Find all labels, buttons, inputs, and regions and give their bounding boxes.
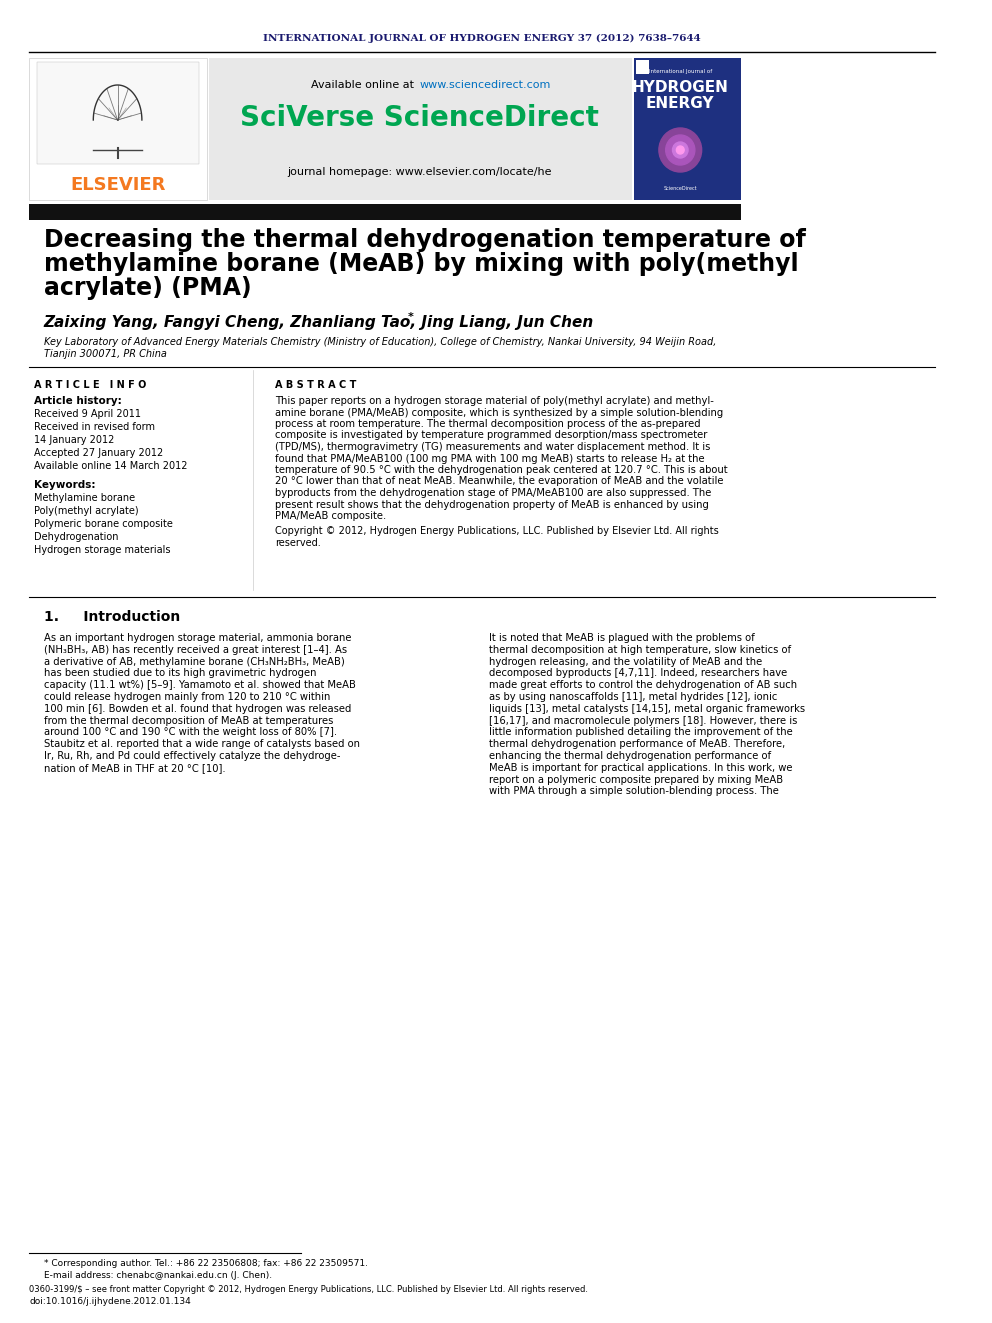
Circle shape xyxy=(673,142,688,157)
Text: ELSEVIER: ELSEVIER xyxy=(69,176,166,194)
Text: amine borane (PMA/MeAB) composite, which is synthesized by a simple solution-ble: amine borane (PMA/MeAB) composite, which… xyxy=(275,407,723,418)
FancyBboxPatch shape xyxy=(29,58,207,200)
Text: Poly(methyl acrylate): Poly(methyl acrylate) xyxy=(34,505,139,516)
Text: temperature of 90.5 °C with the dehydrogenation peak centered at 120.7 °C. This : temperature of 90.5 °C with the dehydrog… xyxy=(275,464,728,475)
Text: Available online at: Available online at xyxy=(311,79,418,90)
Text: A B S T R A C T: A B S T R A C T xyxy=(275,380,356,390)
Bar xyxy=(29,204,741,220)
Text: nation of MeAB in THF at 20 °C [10].: nation of MeAB in THF at 20 °C [10]. xyxy=(44,763,225,773)
FancyBboxPatch shape xyxy=(209,58,632,200)
Text: composite is investigated by temperature programmed desorption/mass spectrometer: composite is investigated by temperature… xyxy=(275,430,707,441)
FancyBboxPatch shape xyxy=(37,62,199,164)
Text: thermal dehydrogenation performance of MeAB. Therefore,: thermal dehydrogenation performance of M… xyxy=(489,740,785,749)
Text: Accepted 27 January 2012: Accepted 27 January 2012 xyxy=(34,448,164,458)
FancyBboxPatch shape xyxy=(634,58,741,200)
Text: Decreasing the thermal dehydrogenation temperature of: Decreasing the thermal dehydrogenation t… xyxy=(44,228,806,251)
Text: liquids [13], metal catalysts [14,15], metal organic frameworks: liquids [13], metal catalysts [14,15], m… xyxy=(489,704,805,714)
Text: 20 °C lower than that of neat MeAB. Meanwhile, the evaporation of MeAB and the v: 20 °C lower than that of neat MeAB. Mean… xyxy=(275,476,723,487)
Text: could release hydrogen mainly from 120 to 210 °C within: could release hydrogen mainly from 120 t… xyxy=(44,692,330,703)
Text: Key Laboratory of Advanced Energy Materials Chemistry (Ministry of Education), C: Key Laboratory of Advanced Energy Materi… xyxy=(44,337,716,347)
Text: Tianjin 300071, PR China: Tianjin 300071, PR China xyxy=(44,349,167,359)
Text: E-mail address: chenabc@nankai.edu.cn (J. Chen).: E-mail address: chenabc@nankai.edu.cn (J… xyxy=(44,1271,272,1281)
Text: International Journal of: International Journal of xyxy=(649,70,712,74)
Text: as by using nanoscaffolds [11], metal hydrides [12], ionic: as by using nanoscaffolds [11], metal hy… xyxy=(489,692,777,703)
Text: Zaixing Yang, Fangyi Cheng, Zhanliang Tao, Jing Liang, Jun Chen: Zaixing Yang, Fangyi Cheng, Zhanliang Ta… xyxy=(44,315,594,329)
Text: * Corresponding author. Tel.: +86 22 23506808; fax: +86 22 23509571.: * Corresponding author. Tel.: +86 22 235… xyxy=(44,1259,368,1269)
Text: Available online 14 March 2012: Available online 14 March 2012 xyxy=(34,460,187,471)
Text: As an important hydrogen storage material, ammonia borane: As an important hydrogen storage materia… xyxy=(44,632,351,643)
Text: present result shows that the dehydrogenation property of MeAB is enhanced by us: present result shows that the dehydrogen… xyxy=(275,500,709,509)
Text: SciVerse ScienceDirect: SciVerse ScienceDirect xyxy=(240,105,599,132)
Text: Keywords:: Keywords: xyxy=(34,480,95,490)
Text: with PMA through a simple solution-blending process. The: with PMA through a simple solution-blend… xyxy=(489,786,779,796)
Text: hydrogen releasing, and the volatility of MeAB and the: hydrogen releasing, and the volatility o… xyxy=(489,656,762,667)
Text: INTERNATIONAL JOURNAL OF HYDROGEN ENERGY 37 (2012) 7638–7644: INTERNATIONAL JOURNAL OF HYDROGEN ENERGY… xyxy=(263,33,701,42)
Text: 100 min [6]. Bowden et al. found that hydrogen was released: 100 min [6]. Bowden et al. found that hy… xyxy=(44,704,351,714)
Text: MeAB is important for practical applications. In this work, we: MeAB is important for practical applicat… xyxy=(489,763,793,773)
Text: Article history:: Article history: xyxy=(34,396,122,406)
Text: Staubitz et al. reported that a wide range of catalysts based on: Staubitz et al. reported that a wide ran… xyxy=(44,740,360,749)
Text: around 100 °C and 190 °C with the weight loss of 80% [7].: around 100 °C and 190 °C with the weight… xyxy=(44,728,337,737)
Text: journal homepage: www.elsevier.com/locate/he: journal homepage: www.elsevier.com/locat… xyxy=(288,167,553,177)
Text: ScienceDirect: ScienceDirect xyxy=(664,185,697,191)
Text: capacity (11.1 wt%) [5–9]. Yamamoto et al. showed that MeAB: capacity (11.1 wt%) [5–9]. Yamamoto et a… xyxy=(44,680,355,691)
Text: methylamine borane (MeAB) by mixing with poly(methyl: methylamine borane (MeAB) by mixing with… xyxy=(44,251,799,277)
Text: process at room temperature. The thermal decomposition process of the as-prepare: process at room temperature. The thermal… xyxy=(275,419,700,429)
Text: enhancing the thermal dehydrogenation performance of: enhancing the thermal dehydrogenation pe… xyxy=(489,751,771,761)
Text: little information published detailing the improvement of the: little information published detailing t… xyxy=(489,728,793,737)
Text: It is noted that MeAB is plagued with the problems of: It is noted that MeAB is plagued with th… xyxy=(489,632,755,643)
Text: Polymeric borane composite: Polymeric borane composite xyxy=(34,519,173,529)
Text: 0360-3199/$ – see front matter Copyright © 2012, Hydrogen Energy Publications, L: 0360-3199/$ – see front matter Copyright… xyxy=(29,1285,588,1294)
Text: (NH₃BH₃, AB) has recently received a great interest [1–4]. As: (NH₃BH₃, AB) has recently received a gre… xyxy=(44,644,347,655)
Text: made great efforts to control the dehydrogenation of AB such: made great efforts to control the dehydr… xyxy=(489,680,797,691)
Text: A R T I C L E   I N F O: A R T I C L E I N F O xyxy=(34,380,147,390)
Text: thermal decomposition at high temperature, slow kinetics of: thermal decomposition at high temperatur… xyxy=(489,644,791,655)
Text: Copyright © 2012, Hydrogen Energy Publications, LLC. Published by Elsevier Ltd. : Copyright © 2012, Hydrogen Energy Public… xyxy=(275,527,719,537)
Text: from the thermal decomposition of MeAB at temperatures: from the thermal decomposition of MeAB a… xyxy=(44,716,333,725)
Text: byproducts from the dehydrogenation stage of PMA/MeAB100 are also suppressed. Th: byproducts from the dehydrogenation stag… xyxy=(275,488,711,497)
Text: HYDROGEN: HYDROGEN xyxy=(632,81,729,95)
Text: www.sciencedirect.com: www.sciencedirect.com xyxy=(420,79,552,90)
Text: doi:10.1016/j.ijhydene.2012.01.134: doi:10.1016/j.ijhydene.2012.01.134 xyxy=(29,1297,190,1306)
Text: Received in revised form: Received in revised form xyxy=(34,422,155,433)
Text: has been studied due to its high gravimetric hydrogen: has been studied due to its high gravime… xyxy=(44,668,316,679)
Text: report on a polymeric composite prepared by mixing MeAB: report on a polymeric composite prepared… xyxy=(489,774,783,785)
Circle shape xyxy=(666,135,694,165)
Text: decomposed byproducts [4,7,11]. Indeed, researchers have: decomposed byproducts [4,7,11]. Indeed, … xyxy=(489,668,787,679)
Text: (TPD/MS), thermogravimetry (TG) measurements and water displacement method. It i: (TPD/MS), thermogravimetry (TG) measurem… xyxy=(275,442,710,452)
Circle shape xyxy=(677,146,684,153)
Text: reserved.: reserved. xyxy=(275,538,320,548)
Text: acrylate) (PMA): acrylate) (PMA) xyxy=(44,277,251,300)
Text: *: * xyxy=(408,312,414,321)
Text: found that PMA/MeAB100 (100 mg PMA with 100 mg MeAB) starts to release H₂ at the: found that PMA/MeAB100 (100 mg PMA with … xyxy=(275,454,704,463)
FancyBboxPatch shape xyxy=(636,60,649,74)
Text: This paper reports on a hydrogen storage material of poly(methyl acrylate) and m: This paper reports on a hydrogen storage… xyxy=(275,396,714,406)
Circle shape xyxy=(659,128,701,172)
Text: 1.     Introduction: 1. Introduction xyxy=(44,610,180,624)
Text: PMA/MeAB composite.: PMA/MeAB composite. xyxy=(275,511,386,521)
Text: a derivative of AB, methylamine borane (CH₃NH₂BH₃, MeAB): a derivative of AB, methylamine borane (… xyxy=(44,656,344,667)
Text: ENERGY: ENERGY xyxy=(646,97,714,111)
Text: [16,17], and macromolecule polymers [18]. However, there is: [16,17], and macromolecule polymers [18]… xyxy=(489,716,798,725)
Text: Ir, Ru, Rh, and Pd could effectively catalyze the dehydroge-: Ir, Ru, Rh, and Pd could effectively cat… xyxy=(44,751,340,761)
Text: Received 9 April 2011: Received 9 April 2011 xyxy=(34,409,141,419)
Text: 14 January 2012: 14 January 2012 xyxy=(34,435,114,445)
Text: Hydrogen storage materials: Hydrogen storage materials xyxy=(34,545,171,556)
Text: Methylamine borane: Methylamine borane xyxy=(34,493,135,503)
Text: Dehydrogenation: Dehydrogenation xyxy=(34,532,118,542)
